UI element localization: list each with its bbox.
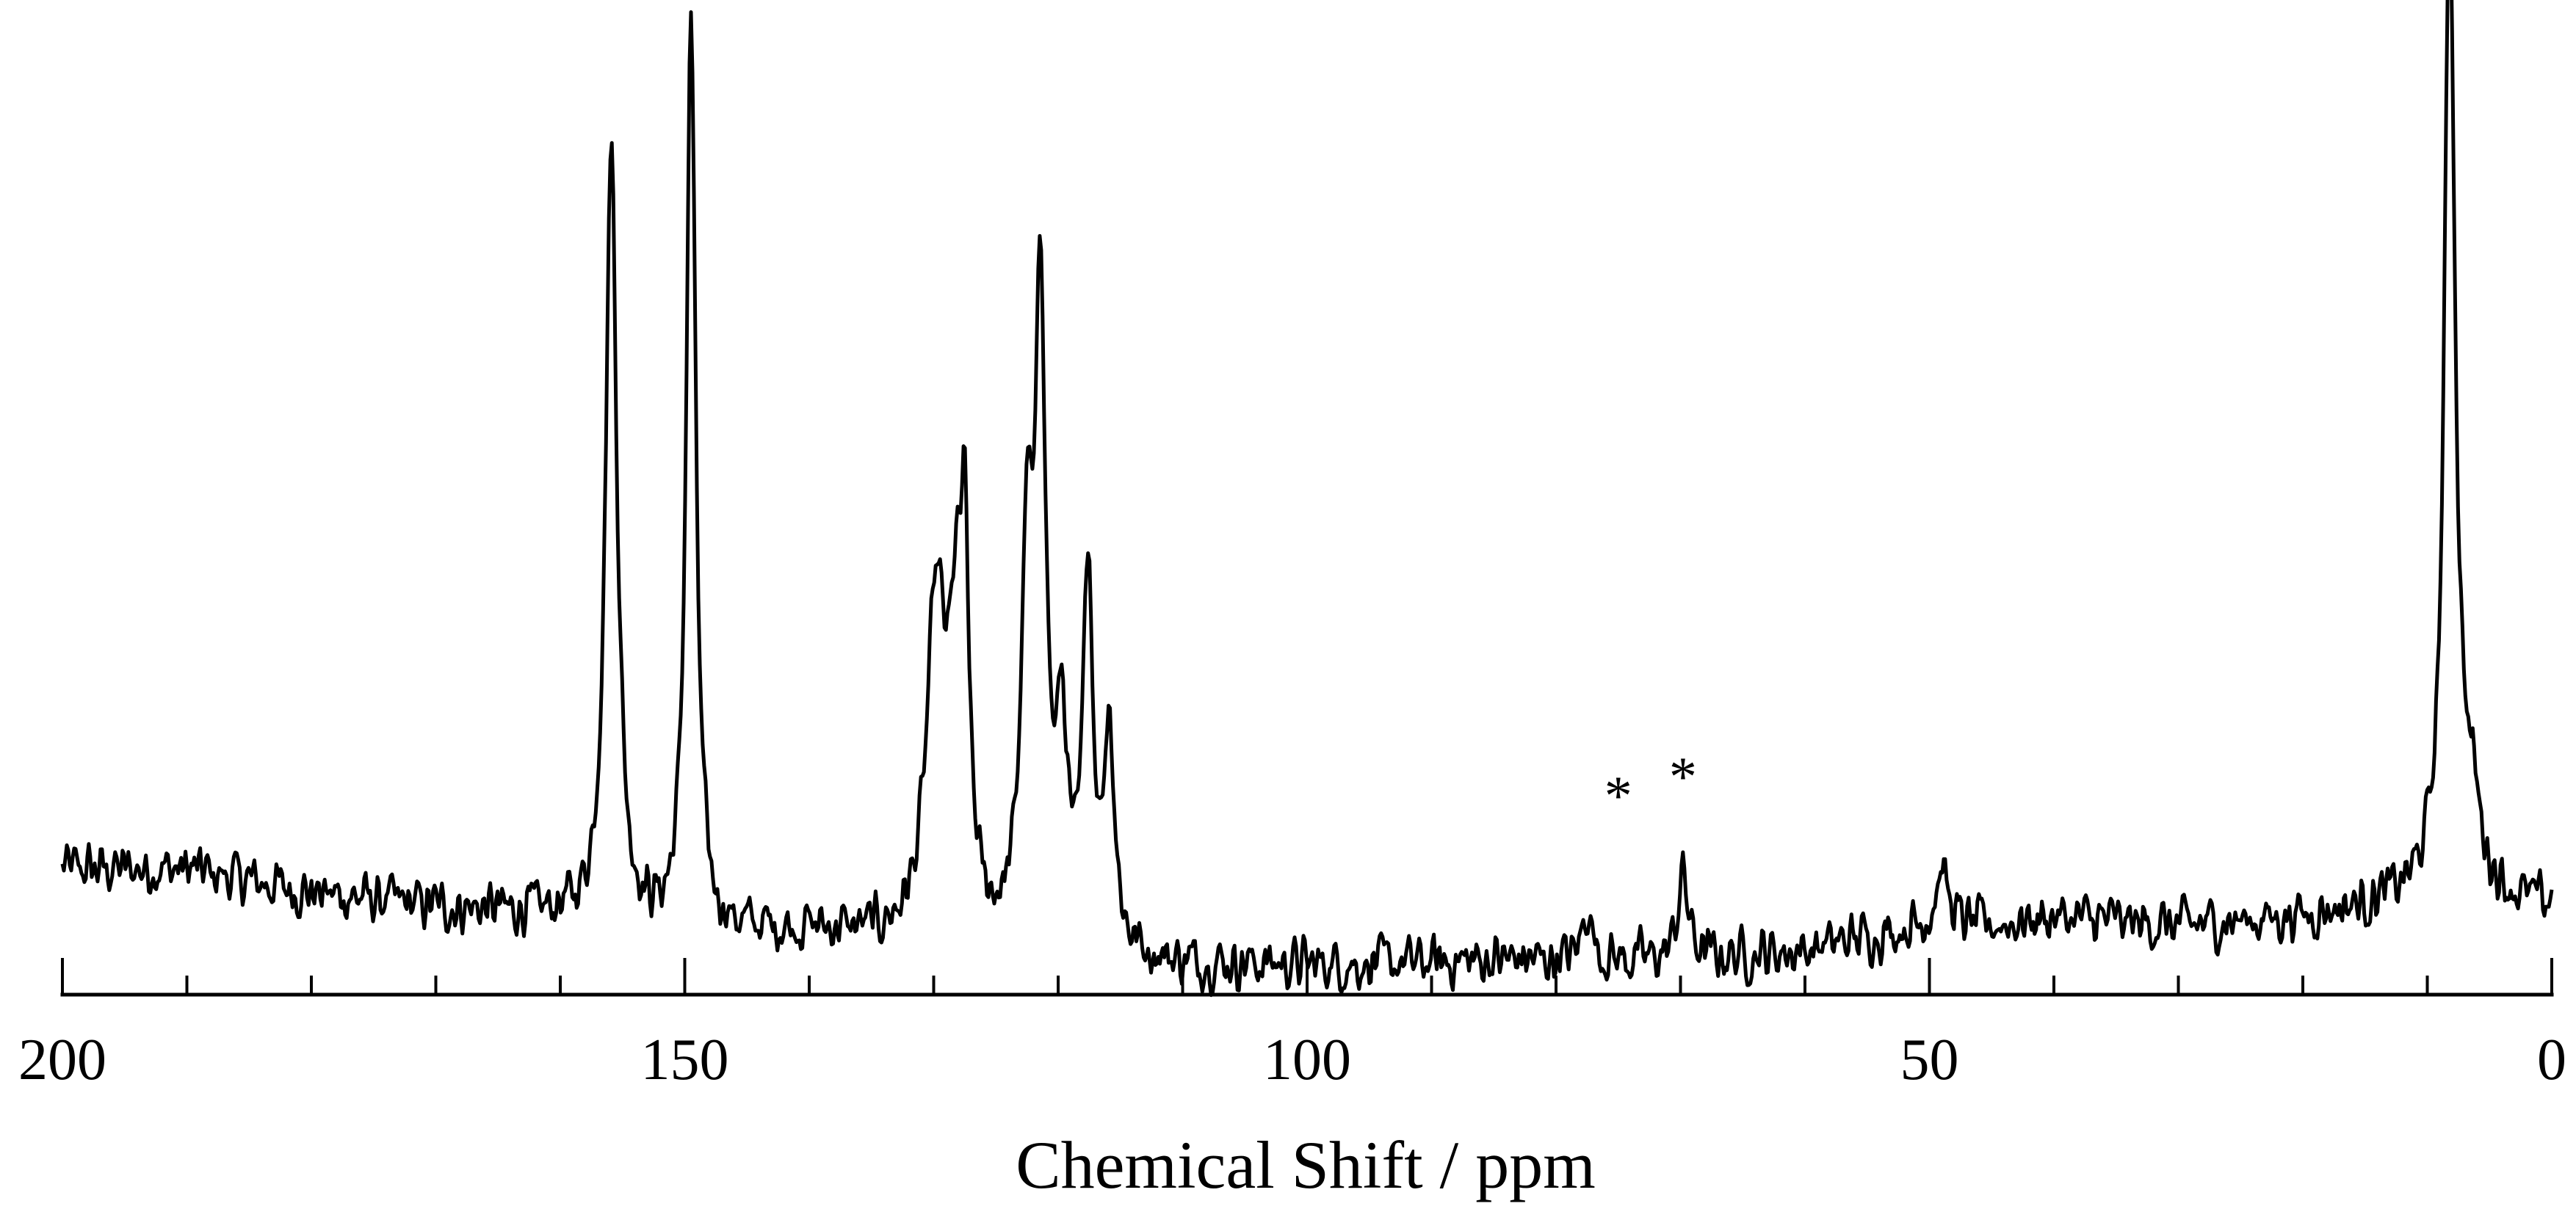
x-axis-ticks: 200 150 100 50 0 <box>18 958 2566 1092</box>
spectrum-trace-group <box>60 0 2554 998</box>
asterisk-annotation: * <box>1604 766 1632 827</box>
asterisk-annotation: * <box>1669 746 1697 807</box>
x-axis-title: Chemical Shift / ppm <box>1016 1128 1596 1202</box>
annotations: * * <box>1604 746 1697 827</box>
x-tick-label: 200 <box>18 1028 106 1092</box>
x-tick-label: 150 <box>641 1028 729 1092</box>
x-tick-label: 50 <box>1900 1028 1959 1092</box>
x-tick-label: 100 <box>1263 1028 1351 1092</box>
x-tick-label: 0 <box>2537 1028 2566 1092</box>
spectrum-line <box>60 0 2554 998</box>
